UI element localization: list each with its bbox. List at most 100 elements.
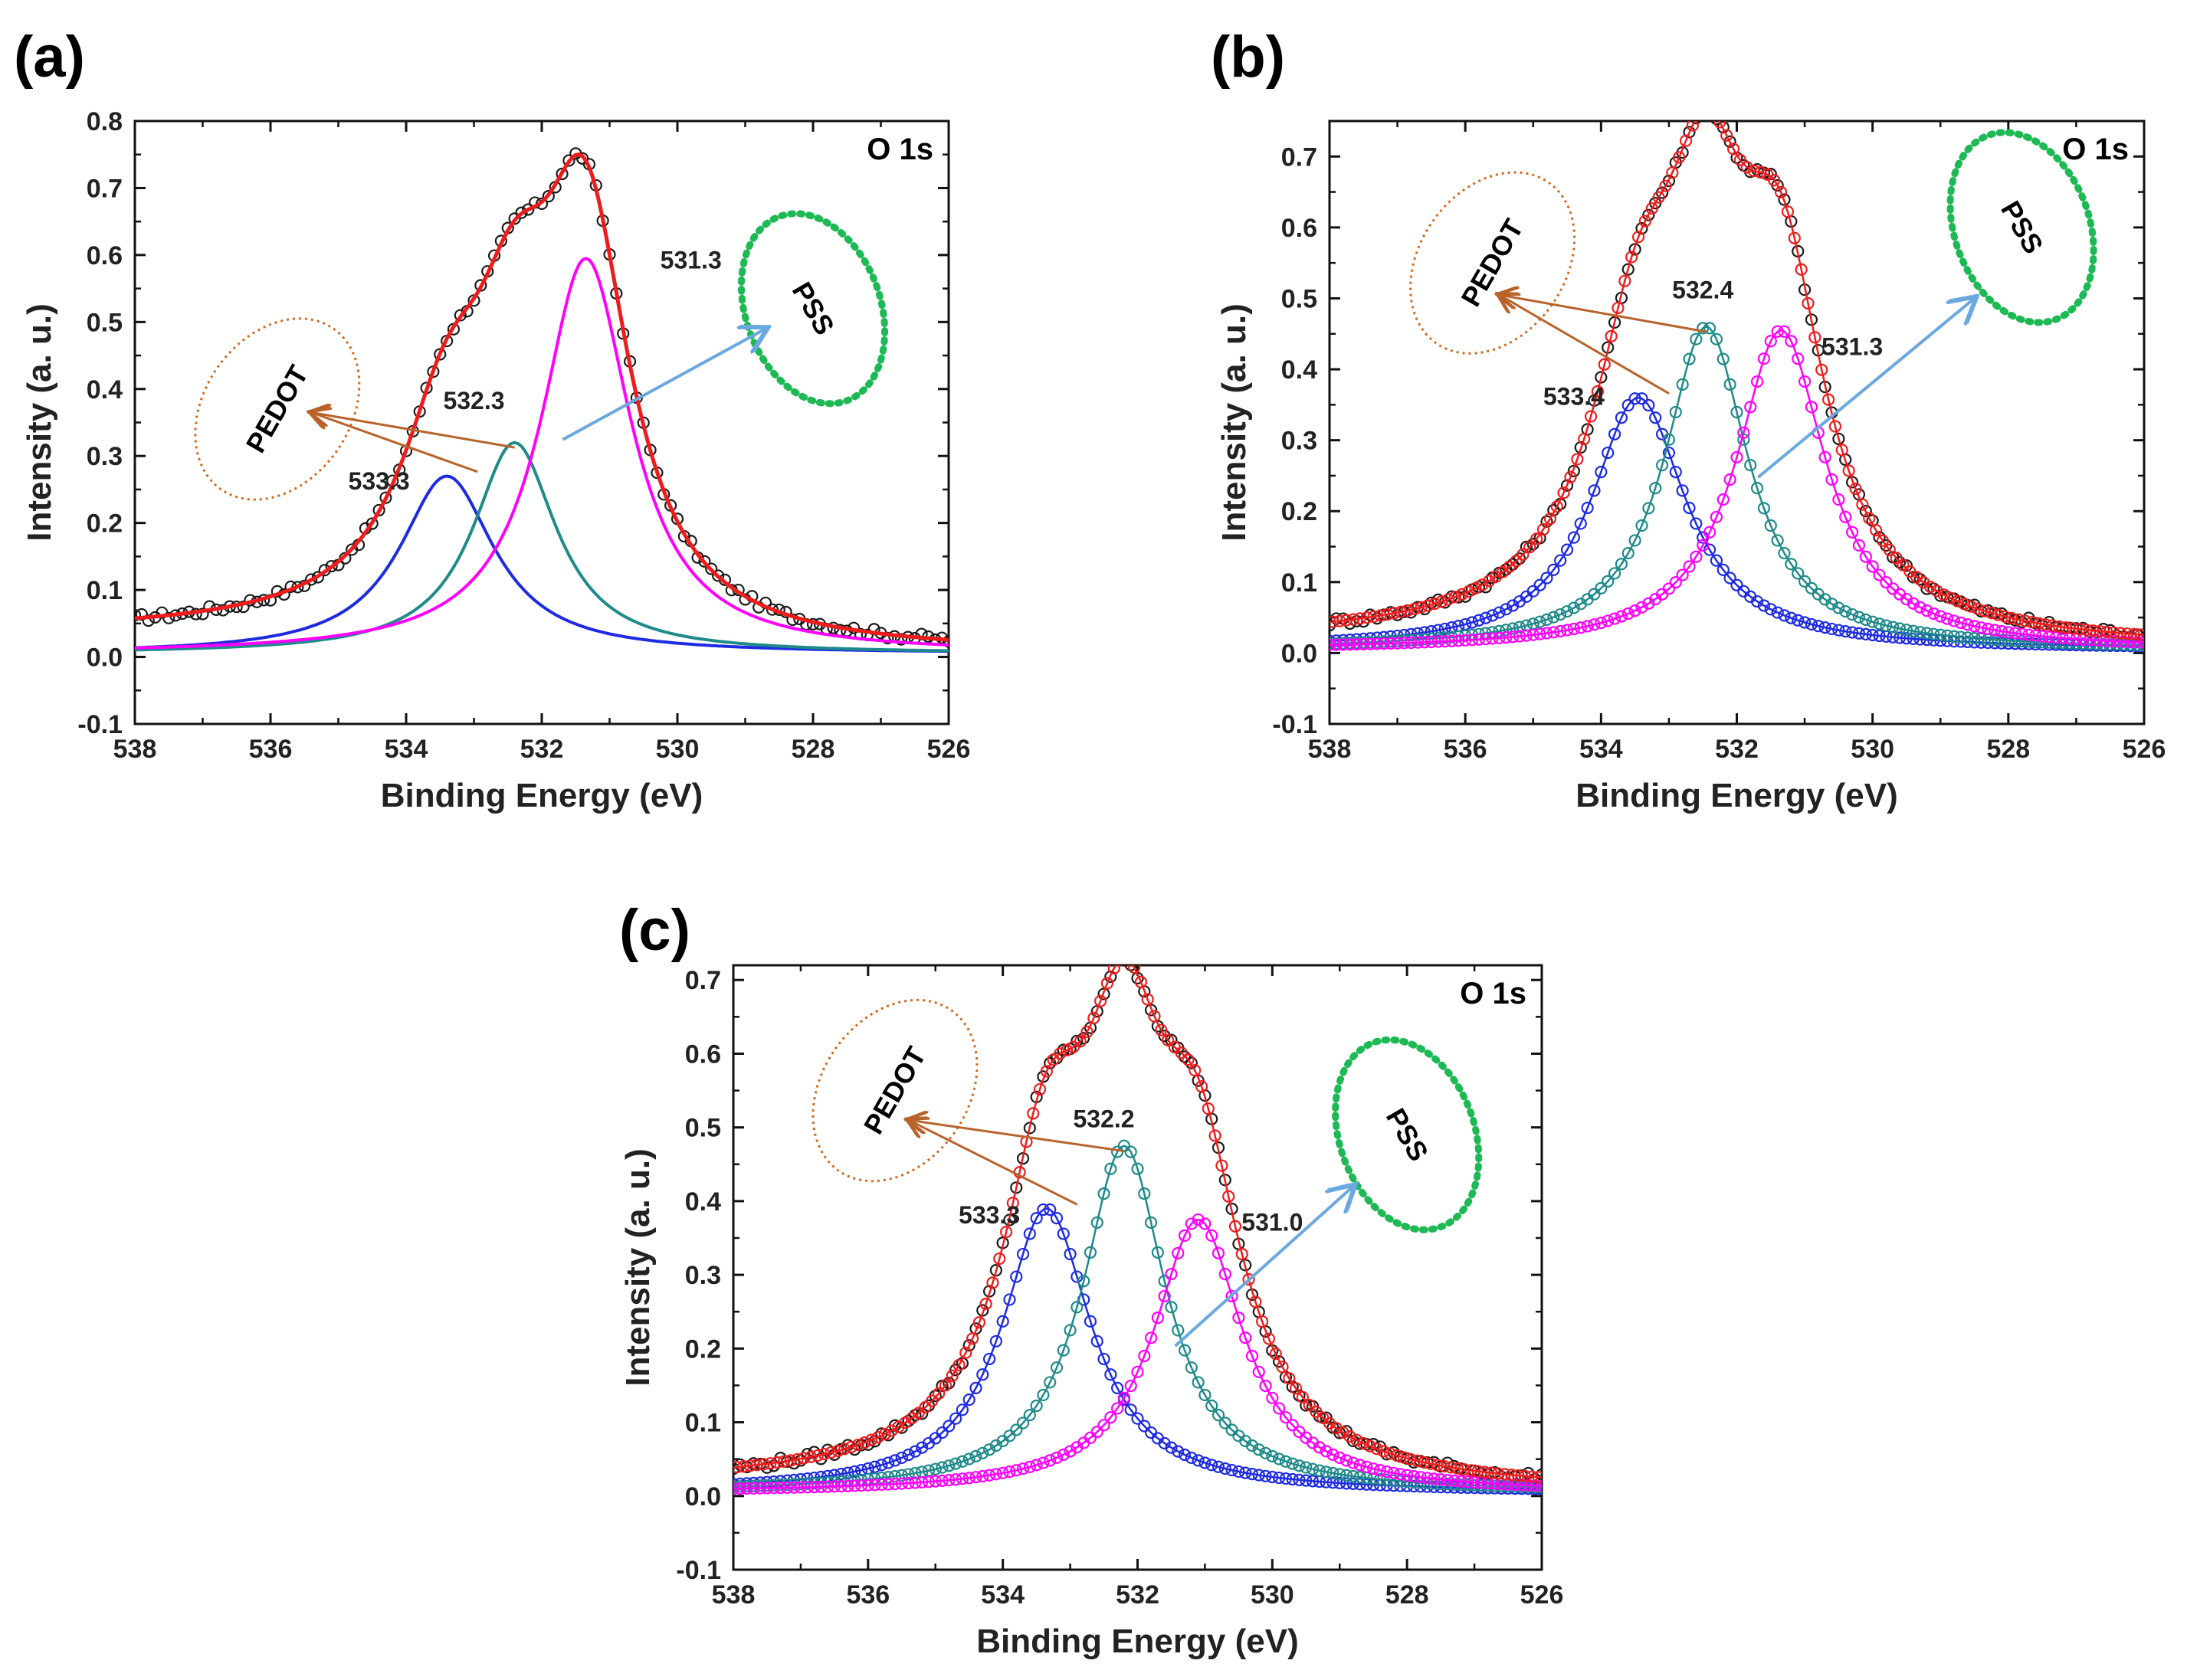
data-point-peak-2 [1744, 459, 1757, 472]
data-point-peak-3 [1472, 633, 1485, 646]
data-point-envelope [1625, 251, 1638, 264]
data-point-experimental [556, 167, 569, 181]
pss-callout: PSS [1756, 129, 2097, 479]
data-point-peak-2 [1500, 624, 1513, 637]
data-point-envelope [933, 1387, 946, 1400]
data-point-envelope [1370, 1443, 1383, 1456]
data-point-peak-1 [774, 1475, 787, 1488]
x-tick-label: 536 [249, 735, 293, 764]
core-level-label: O 1s [2062, 133, 2129, 166]
data-point-envelope [1262, 1332, 1276, 1345]
data-point-peak-3 [740, 1482, 753, 1495]
data-point-peak-3 [788, 1481, 801, 1494]
data-point-peak-2 [1995, 634, 2008, 647]
data-point-peak-2 [1071, 1301, 1084, 1314]
data-point-envelope [1356, 1436, 1370, 1450]
data-point-peak-3 [895, 1477, 908, 1490]
data-point-peak-3 [1448, 1474, 1461, 1487]
data-point-peak-3 [1947, 614, 1961, 627]
data-point-envelope [2066, 622, 2080, 635]
data-point-peak-3 [1873, 568, 1886, 581]
data-point-peak-3 [969, 1471, 982, 1484]
data-point-envelope [1754, 165, 1767, 179]
data-point-peak-2 [1064, 1324, 1077, 1337]
data-point-peak-1 [841, 1466, 854, 1479]
data-point-peak-1 [1894, 631, 1907, 644]
data-point-peak-3 [1900, 593, 1913, 606]
data-point-envelope [733, 1461, 743, 1474]
data-point-experimental [1621, 263, 1635, 276]
data-point-envelope [1536, 522, 1550, 536]
data-point-peak-3 [1380, 1465, 1393, 1479]
data-point-envelope [2113, 627, 2127, 640]
data-point-peak-2 [815, 1476, 828, 1489]
data-point-peak-3 [1467, 1475, 1481, 1489]
data-point-peak-3 [1023, 1460, 1036, 1474]
data-point-peak-3 [1104, 1411, 1117, 1424]
data-point-peak-2 [2090, 637, 2103, 650]
data-point-peak-3 [1961, 618, 1974, 631]
x-tick-label: 538 [712, 1580, 756, 1610]
data-point-peak-3 [888, 1477, 902, 1491]
data-point-peak-3 [1336, 638, 1349, 651]
fit-curve-peak-3 [1330, 329, 2144, 647]
data-point-envelope [1471, 1465, 1484, 1478]
data-point-experimental [1119, 950, 1130, 961]
data-point-peak-3 [841, 1479, 854, 1492]
data-point-peak-2 [1266, 1449, 1279, 1462]
data-point-peak-3 [868, 1479, 881, 1492]
data-point-envelope [1126, 965, 1129, 966]
data-point-experimental [454, 309, 467, 322]
data-point-peak-3 [1452, 634, 1465, 647]
data-point-peak-2 [1961, 631, 1974, 644]
data-point-peak-2 [1320, 1465, 1333, 1479]
data-point-peak-2 [1900, 624, 1913, 637]
data-point-peak-2 [1090, 1216, 1103, 1229]
data-point-envelope [1027, 1107, 1040, 1120]
data-point-peak-1 [1286, 1472, 1299, 1486]
data-point-envelope [1666, 166, 1679, 179]
data-point-envelope [757, 1458, 770, 1471]
peak-position-label: 531.3 [1821, 333, 1883, 361]
data-point-envelope [1638, 215, 1652, 228]
data-point-peak-3 [1320, 1445, 1333, 1458]
series-envelope [135, 152, 949, 642]
data-point-envelope [1444, 1461, 1457, 1474]
data-point-peak-1 [1798, 616, 1812, 629]
data-point-peak-2 [2008, 634, 2021, 647]
data-point-experimental [196, 607, 209, 621]
data-point-peak-1 [1346, 1477, 1359, 1490]
y-tick-label: 0.1 [1281, 568, 1317, 598]
pss-callout: PSS [562, 210, 889, 441]
data-point-experimental [1710, 121, 1723, 126]
data-point-envelope [1269, 1348, 1282, 1361]
data-point-peak-3 [1982, 622, 1995, 636]
y-tick-label: 0.6 [685, 1040, 721, 1069]
data-point-envelope [784, 1454, 797, 1467]
series-experimental [1330, 121, 2144, 645]
data-point-envelope [1441, 593, 1455, 606]
data-point-peak-2 [1461, 1479, 1474, 1492]
data-point-peak-1 [1907, 632, 1920, 646]
data-point-peak-2 [1859, 613, 1872, 626]
data-point-envelope [1455, 588, 1468, 601]
data-point-peak-2 [1662, 433, 1676, 446]
data-point-peak-3 [1839, 510, 1852, 524]
data-point-peak-2 [1037, 1388, 1050, 1402]
data-point-peak-2 [2110, 638, 2123, 651]
data-point-peak-3 [1330, 638, 1343, 651]
data-point-peak-2 [1387, 1474, 1400, 1487]
data-point-peak-1 [1493, 606, 1506, 619]
data-point-peak-2 [1185, 1361, 1198, 1374]
data-point-peak-3 [1662, 582, 1676, 595]
data-point-peak-3 [1764, 335, 1777, 348]
data-point-peak-1 [1533, 578, 1546, 591]
data-point-peak-3 [1602, 614, 1615, 627]
data-point-peak-2 [1927, 627, 1940, 640]
data-point-peak-1 [1913, 633, 1926, 646]
pedot-callout: PEDOT [812, 998, 1125, 1206]
peak-position-label: 531.0 [1241, 1208, 1303, 1236]
data-point-peak-3 [1178, 1229, 1192, 1242]
x-tick-label: 526 [1520, 1580, 1564, 1610]
data-point-peak-3 [1391, 637, 1404, 650]
